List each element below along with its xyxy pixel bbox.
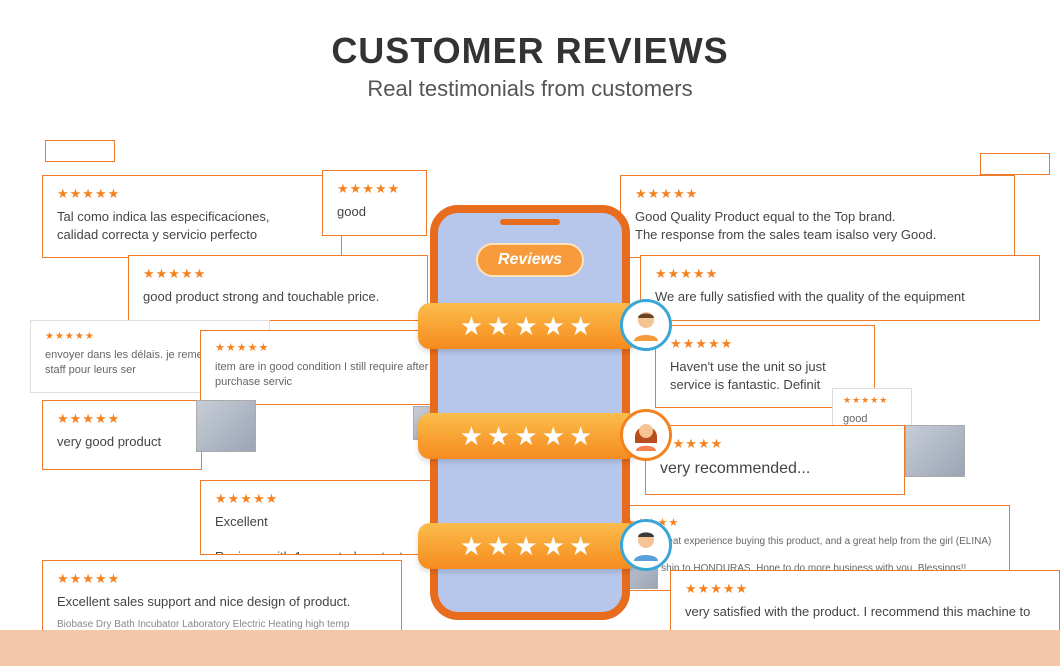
star-rating: ★★★★★ [143, 266, 413, 282]
product-link-text: Biobase Dry Bath Incubator Laboratory El… [57, 619, 387, 630]
page-title: CUSTOMER REVIEWS [0, 30, 1060, 72]
star-rating: ★★★★★ [57, 571, 387, 587]
review-text: Tal como indica las especificaciones, ca… [57, 208, 327, 243]
star-rating: ★★★★★ [625, 516, 995, 529]
star-rating: ★★★★★ [57, 411, 187, 427]
footer-band [0, 630, 1060, 666]
avatar-icon [620, 299, 672, 351]
card-empty [980, 153, 1050, 175]
page-subtitle: Real testimonials from customers [0, 76, 1060, 102]
review-text: very recommended... [660, 458, 890, 480]
review-thumbnail [905, 425, 965, 477]
avatar-icon [620, 519, 672, 571]
review-card: ★★★★★ very recommended... [645, 425, 905, 495]
review-text: Good Quality Product equal to the Top br… [635, 208, 1000, 243]
review-card: ★★★★★ very satisfied with the product. I… [670, 570, 1060, 636]
star-rating: ★★★★★ [655, 266, 1025, 282]
review-text: very good product [57, 433, 187, 451]
review-text: Excellent sales support and nice design … [57, 593, 387, 611]
review-card: ★★★★★ good [322, 170, 427, 236]
review-thumbnail [196, 400, 256, 452]
star-rating: ★★★★★ [215, 491, 425, 507]
review-text: item are in good condition I still requi… [215, 360, 445, 390]
review-card: ★★★★★ We are fully satisfied with the qu… [640, 255, 1040, 321]
rating-bar: ★★★★★ [418, 523, 638, 569]
rating-bar: ★★★★★ [418, 303, 638, 349]
review-card: ★★★★★ Tal como indica las especificacion… [42, 175, 342, 258]
reviews-pill: Reviews [476, 243, 584, 277]
star-rating: ★★★★★ [685, 581, 1045, 597]
star-rating: ★★★★★ [215, 341, 445, 354]
review-card: ★★★★★ Excellent Reviews with 1 repeated … [200, 480, 440, 555]
star-rating: ★★★★★ [670, 336, 860, 352]
star-rating: ★★★★★ [635, 186, 1000, 202]
review-card: ★★★★★ Good Quality Product equal to the … [620, 175, 1015, 258]
review-card: ★★★★★ good product strong and touchable … [128, 255, 428, 321]
review-text: good product strong and touchable price. [143, 288, 413, 306]
review-text: We are fully satisfied with the quality … [655, 288, 1025, 306]
star-rating: ★★★★★ [57, 186, 327, 202]
review-text: Excellent Reviews with 1 repeated conten… [215, 513, 425, 555]
rating-bar: ★★★★★ [418, 413, 638, 459]
avatar-icon [620, 409, 672, 461]
star-rating: ★★★★★ [660, 436, 890, 452]
review-card: ★★★★★ very good product [42, 400, 202, 470]
phone-notch [500, 219, 560, 225]
review-text: very satisfied with the product. I recom… [685, 603, 1045, 621]
star-rating: ★★★★★ [843, 395, 901, 406]
star-rating: ★★★★★ [337, 181, 412, 197]
phone-illustration: Reviews ★★★★★ ★★★★★ ★★★★★ [430, 205, 630, 620]
card-empty [45, 140, 115, 162]
review-text: good [337, 203, 412, 221]
